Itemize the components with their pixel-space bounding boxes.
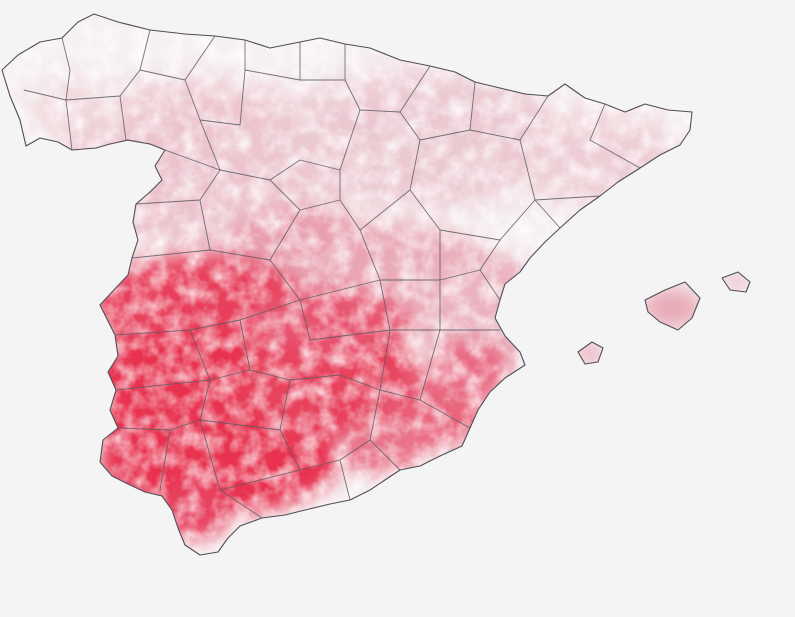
- province-boundaries: [23, 29, 641, 519]
- balearic-islands: [577, 271, 751, 365]
- ibiza: [577, 341, 604, 365]
- mallorca: [644, 281, 701, 331]
- menorca: [721, 271, 751, 293]
